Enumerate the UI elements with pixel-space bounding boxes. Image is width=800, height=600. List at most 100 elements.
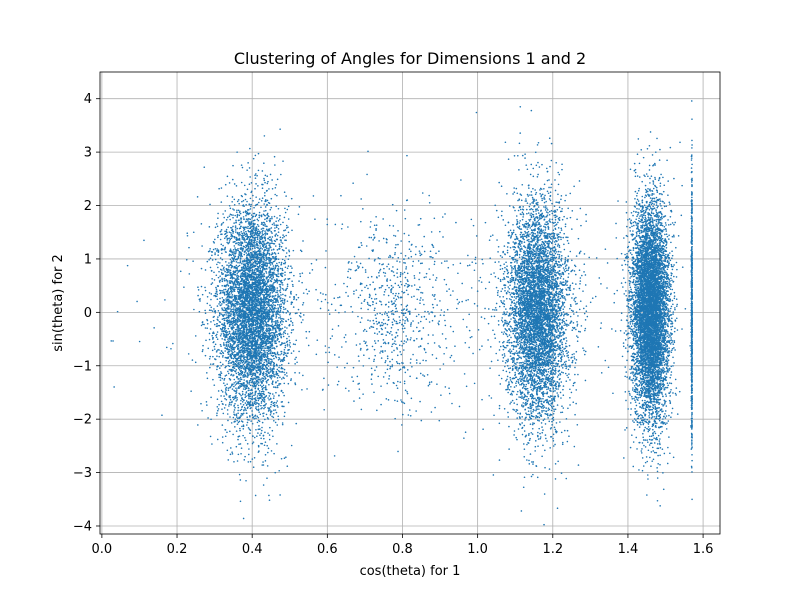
scatter-point [196,196,199,198]
scatter-point [285,312,288,314]
scatter-point [221,441,224,444]
scatter-point [282,306,285,309]
scatter-point [270,352,272,354]
scatter-point [232,216,234,219]
scatter-point [246,250,249,252]
scatter-point [230,353,232,356]
scatter-point [228,266,230,268]
scatter-point [271,263,274,265]
scatter-point [255,417,257,420]
scatter-point [281,327,284,330]
scatter-point [277,415,279,418]
scatter-point [265,374,268,376]
scatter-point [242,307,244,310]
scatter-point [261,230,263,233]
scatter-point [283,299,286,302]
scatter-point [250,229,253,231]
scatter-point [223,292,226,295]
scatter-point [240,378,243,381]
scatter-point [231,201,233,203]
scatter-point [235,387,237,390]
scatter-point [271,337,274,340]
scatter-point [217,276,220,279]
scatter-point [243,229,245,232]
scatter-point [275,255,277,258]
scatter-point [241,309,244,311]
scatter-point [227,348,229,351]
scatter-point [261,320,264,323]
scatter-point [232,363,234,366]
scatter-point [273,222,275,224]
scatter-point [265,413,268,416]
scatter-point [225,310,228,312]
scatter-point [224,183,227,186]
scatter-point [263,319,266,322]
scatter-point [221,289,224,292]
scatter-point [236,278,238,281]
scatter-point [216,323,218,325]
scatter-point [278,324,281,327]
scatter-point [235,372,238,375]
scatter-point [247,290,249,293]
scatter-point [242,517,245,520]
scatter-point [248,381,251,384]
scatter-point [213,348,216,350]
scatter-point [230,306,232,308]
scatter-point [252,258,255,261]
scatter-point [277,418,280,421]
scatter-point [225,218,228,221]
scatter-point [290,303,293,305]
scatter-point [243,286,245,289]
scatter-point [262,484,265,486]
scatter-point [224,311,227,314]
scatter-point [280,241,282,243]
scatter-point [270,403,272,406]
scatter-point [253,234,255,237]
scatter-point [223,407,226,409]
scatter-point [259,380,261,382]
scatter-point [287,226,289,228]
scatter-point [264,378,266,380]
scatter-point [276,249,279,251]
scatter-point [269,376,272,379]
scatter-point [238,369,241,371]
scatter-point [233,209,235,211]
scatter-point [229,398,232,401]
scatter-point [232,433,234,436]
scatter-point [239,300,242,302]
scatter-point [257,317,259,319]
scatter-point [264,280,267,283]
scatter-point [237,265,240,268]
scatter-point [256,421,259,424]
scatter-point [234,324,236,326]
scatter-point [235,369,238,371]
scatter-point [244,304,247,307]
scatter-point [218,270,220,273]
scatter-point [269,392,272,395]
scatter-point [274,421,277,424]
scatter-point [281,249,284,251]
scatter-point [233,341,235,343]
scatter-point [221,323,224,325]
scatter-point [279,291,282,294]
scatter-point [244,436,246,439]
scatter-point [255,254,258,256]
scatter-point [264,344,267,347]
scatter-point [283,191,286,193]
scatter-point [262,461,264,463]
scatter-point [214,252,216,254]
scatter-point [282,160,284,162]
scatter-point [274,264,277,267]
scatter-point [235,221,237,223]
scatter-point [283,405,285,408]
scatter-point [224,246,227,249]
scatter-point [247,262,250,264]
scatter-point [247,344,249,347]
scatter-point [215,286,217,289]
scatter-point [243,260,246,263]
scatter-point [291,267,293,269]
scatter-point [277,307,279,309]
scatter-point [269,208,272,211]
scatter-point [243,379,245,381]
scatter-point [235,318,237,321]
